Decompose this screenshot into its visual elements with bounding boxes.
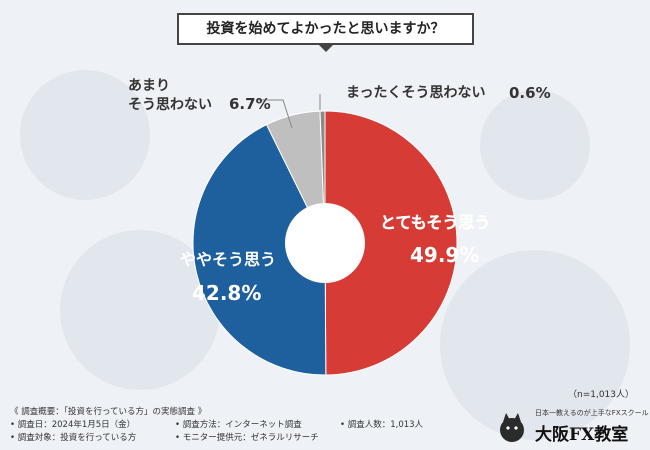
survey-count: • 調査人数：1,013人	[340, 420, 424, 430]
value-rarely: 6.7%	[229, 95, 271, 113]
chart-title: 投資を始めてよかったと思いますか？	[177, 13, 474, 52]
label-rarely-line1: あまり	[128, 78, 170, 94]
sample-size: （n=1,013人）	[567, 390, 634, 400]
slice-somewhat-agree	[192, 123, 327, 376]
value-somewhat-agree: 42.8%	[192, 281, 261, 305]
label-strongly-agree: とてもそう思う	[380, 213, 490, 232]
background-bubble	[440, 250, 630, 440]
background-bubble	[480, 90, 590, 200]
survey-provider: • モニター提供元：ゼネラルリサーチ	[175, 433, 319, 443]
leader-line	[258, 99, 293, 129]
cat-logo-icon	[500, 413, 524, 442]
donut-hole	[285, 203, 365, 283]
donut-chart: あまり そう思わない 6.7% まったくそう思わない 0.6% とてもそう思う …	[128, 78, 551, 376]
brand-name: 大阪FX教室	[535, 425, 629, 445]
brand-logo: 日本一教えるのが上手なFXスクール 大阪FX教室	[495, 408, 649, 445]
survey-date: • 調査日：2024年1月5日（金）	[10, 420, 136, 430]
survey-target: • 調査対象：投資を行っている方	[10, 433, 137, 443]
value-strongly-agree: 49.9%	[410, 243, 479, 267]
survey-method: • 調査方法：インターネット調査	[175, 420, 302, 430]
value-not-at-all: 0.6%	[509, 84, 551, 102]
survey-overview: 《 調査概要：「投資を行っている方」の実態調査 》	[10, 407, 207, 417]
label-rarely-line2: そう思わない	[128, 97, 212, 113]
slice-strongly-agree	[324, 110, 458, 376]
brand-tagline: 日本一教えるのが上手なFXスクール	[535, 409, 649, 417]
label-somewhat-agree: ややそう思う	[180, 250, 276, 269]
background-bubble	[20, 70, 150, 200]
label-not-at-all: まったくそう思わない	[346, 85, 485, 101]
